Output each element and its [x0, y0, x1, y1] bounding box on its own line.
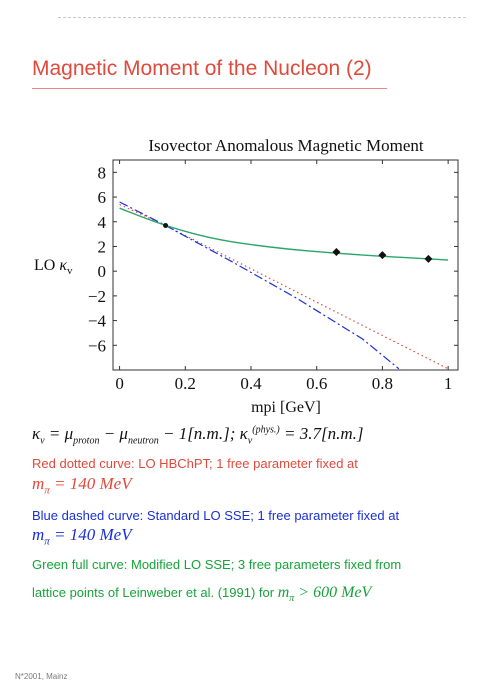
- blue-curve-mpi: mπ = 140 MeV: [32, 525, 132, 548]
- x-axis-label: mpi [GeV]: [251, 399, 321, 416]
- x-tick-label: 0.2: [175, 374, 196, 393]
- title-underline: [32, 88, 387, 89]
- y-tick-label: 2: [98, 237, 107, 256]
- series-solid-line: [119, 207, 449, 261]
- red-curve-mpi: mπ = 140 MeV: [32, 474, 132, 497]
- x-tick-label: 0: [115, 374, 124, 393]
- y-tick-label: 4: [98, 213, 107, 232]
- kappa-formula: κv = μproton − μneutron − 1[n.m.]; κv(ph…: [32, 424, 364, 447]
- y-tick-label: −2: [88, 287, 106, 306]
- y-tick-label: 6: [98, 188, 107, 207]
- y-tick-label: 8: [98, 163, 107, 182]
- y-axis-label: LO κv: [34, 257, 73, 277]
- physical-point-marker: [163, 222, 169, 228]
- top-dashed-rule: [58, 17, 466, 18]
- footer-text: N*2001, Mainz: [15, 672, 68, 681]
- series-dotted-line: [119, 203, 449, 370]
- data-points: [163, 222, 433, 263]
- plot-frame: [112, 159, 459, 371]
- x-tick-label: 0.6: [306, 374, 327, 393]
- blue-curve-caption: Blue dashed curve: Standard LO SSE; 1 fr…: [32, 508, 400, 523]
- x-tick-label: 0.8: [372, 374, 393, 393]
- y-tick-label: 0: [98, 262, 107, 281]
- axes: 8 6 4 2 0 −2 −4 −6 0 0.2 0.4 0.6 0.8 1: [88, 159, 459, 393]
- x-tick-label: 1: [444, 374, 453, 393]
- lattice-point-marker: [332, 248, 341, 257]
- green-curve-caption: Green full curve: Modified LO SSE; 3 fre…: [32, 557, 402, 572]
- y-tick-label: −6: [88, 336, 106, 355]
- svg-text:LO κv: LO κv: [34, 257, 73, 277]
- series-dashdot-line: [119, 201, 400, 370]
- chart-title: Isovector Anomalous Magnetic Moment: [148, 136, 424, 155]
- x-tick-label: 0.4: [240, 374, 262, 393]
- green-curve-caption-2: lattice points of Leinweber et al. (1991…: [32, 584, 372, 605]
- lattice-point-marker: [378, 251, 387, 260]
- red-curve-caption: Red dotted curve: LO HBChPT; 1 free para…: [32, 456, 358, 471]
- y-tick-label: −4: [88, 312, 107, 331]
- chart: Isovector Anomalous Magnetic Moment 8 6 4 2…: [34, 136, 459, 416]
- slide-title: Magnetic Moment of the Nucleon (2): [32, 57, 372, 80]
- series-lines: [119, 201, 449, 370]
- lattice-point-marker: [424, 254, 433, 263]
